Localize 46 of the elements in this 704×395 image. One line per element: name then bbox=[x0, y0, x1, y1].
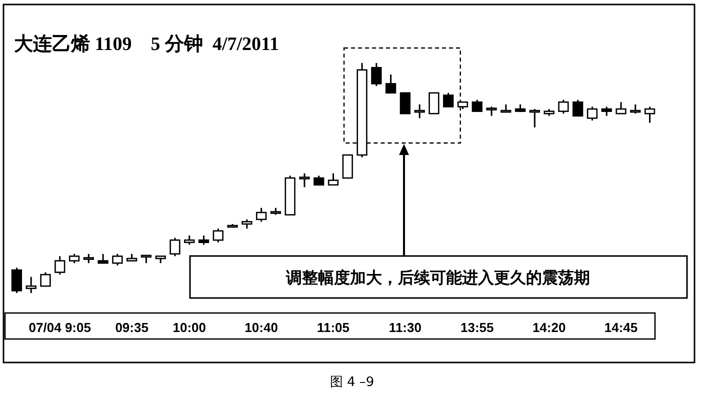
annotation: 调整幅度加大，后续可能进入更久的震荡期 bbox=[285, 268, 590, 287]
x-tick-label: 14:45 bbox=[604, 320, 638, 335]
x-tick-label: 13:55 bbox=[460, 320, 494, 335]
candlestick bbox=[616, 101, 626, 114]
candlestick bbox=[601, 106, 612, 117]
candlestick bbox=[68, 253, 80, 264]
candlestick bbox=[400, 92, 411, 114]
x-tick-label: 11:05 bbox=[316, 320, 350, 335]
candlestick bbox=[385, 74, 396, 94]
x-tick-label: 14:20 bbox=[532, 320, 566, 335]
candlestick bbox=[472, 99, 482, 112]
candlestick bbox=[428, 92, 440, 114]
candlestick bbox=[486, 106, 497, 117]
candlestick bbox=[184, 234, 195, 246]
candlestick bbox=[26, 276, 36, 294]
candlestick bbox=[443, 92, 454, 108]
candlestick bbox=[328, 172, 339, 186]
x-tick-label: 11:30 bbox=[388, 320, 422, 335]
candlestick bbox=[112, 253, 123, 266]
candlestick bbox=[572, 99, 584, 117]
candlestick bbox=[529, 108, 540, 128]
candlestick bbox=[314, 174, 324, 186]
caption: 图 4 –9 bbox=[330, 375, 374, 390]
x-tick-label: 09:35 bbox=[115, 320, 148, 335]
candlestick bbox=[83, 253, 94, 264]
x-tick-label: 10:00 bbox=[172, 320, 206, 335]
candlestick bbox=[40, 272, 51, 287]
candlestick bbox=[11, 266, 22, 294]
candlestick bbox=[558, 99, 569, 114]
candlestick bbox=[371, 62, 382, 87]
candlestick bbox=[212, 228, 224, 244]
candlestick bbox=[414, 104, 425, 119]
candlestick bbox=[170, 237, 180, 257]
candlestick bbox=[630, 104, 641, 114]
candlestick bbox=[299, 172, 310, 188]
chart-title: 大连乙烯 1109 5 分钟 4/7/2011 bbox=[14, 33, 279, 55]
candlestick bbox=[54, 255, 66, 276]
candlestick bbox=[342, 154, 353, 179]
candlestick bbox=[256, 207, 267, 222]
candlestick bbox=[198, 234, 210, 246]
candlestick bbox=[644, 106, 656, 124]
candlestick bbox=[98, 253, 108, 264]
candlestick bbox=[242, 218, 252, 230]
x-tick-label: 10:40 bbox=[244, 320, 278, 335]
candlestick bbox=[586, 106, 598, 122]
x-tick-label: 07/04 9:05 bbox=[28, 320, 91, 335]
